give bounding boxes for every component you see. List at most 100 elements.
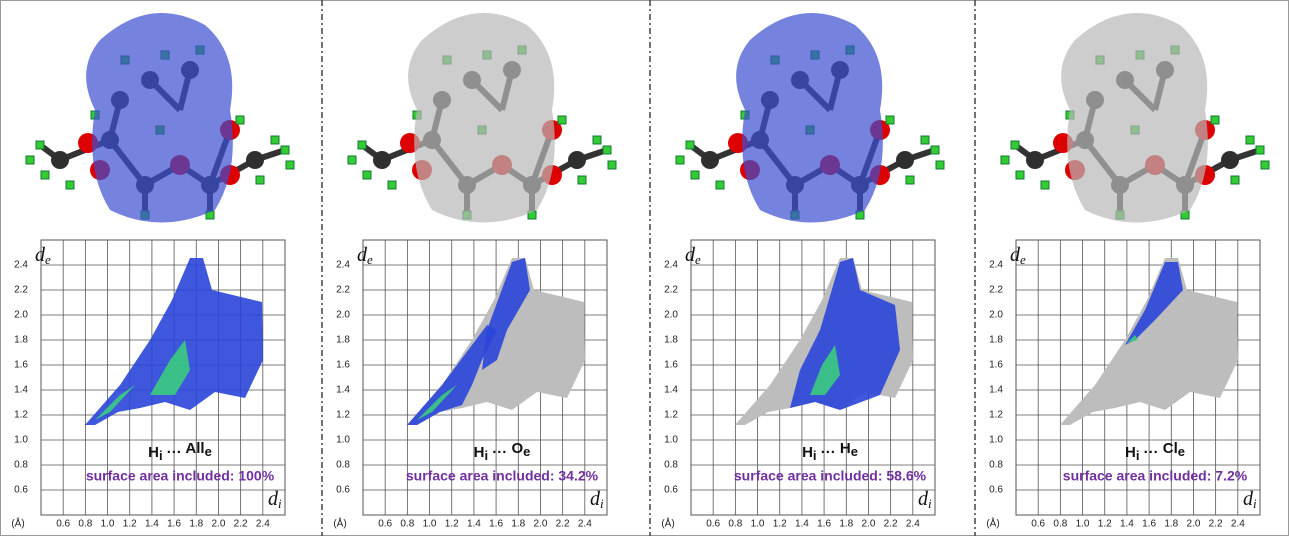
hydrogen-atom bbox=[603, 146, 611, 154]
y-tick-label: 2.2 bbox=[664, 285, 678, 296]
x-tick-label: 2.0 bbox=[1187, 519, 1201, 530]
y-tick-label: 1.8 bbox=[14, 335, 28, 346]
x-tick-label: 1.6 bbox=[489, 519, 503, 530]
contact-label-main: H bbox=[802, 444, 813, 461]
x-tick-label: 2.0 bbox=[862, 519, 876, 530]
contact-label-main: ··· bbox=[1139, 444, 1162, 461]
y-tick-label: 1.0 bbox=[14, 435, 28, 446]
hydrogen-atom bbox=[66, 181, 74, 189]
contact-label-main: ··· bbox=[163, 444, 186, 461]
y-tick-label: 1.6 bbox=[664, 360, 678, 371]
hydrogen-atom bbox=[256, 176, 264, 184]
y-tick-label: 0.8 bbox=[14, 460, 28, 471]
hydrogen-atom bbox=[26, 156, 34, 164]
hydrogen-atom bbox=[691, 171, 699, 179]
y-tick-label: 1.0 bbox=[989, 435, 1003, 446]
x-tick-label: 0.8 bbox=[400, 519, 414, 530]
hydrogen-atom bbox=[931, 146, 939, 154]
y-tick-label: 2.4 bbox=[664, 260, 678, 271]
area-label: surface area included: 100% bbox=[86, 468, 275, 484]
x-tick-label: 1.4 bbox=[795, 519, 809, 530]
hydrogen-atom bbox=[578, 176, 586, 184]
hydrogen-atom bbox=[1041, 181, 1049, 189]
hydrogen-atom bbox=[686, 141, 694, 149]
x-axis-label-sub: i bbox=[1253, 496, 1257, 511]
x-tick-label: 1.0 bbox=[751, 519, 765, 530]
x-tick-label: 2.4 bbox=[1231, 519, 1245, 530]
unit-label: (Å) bbox=[333, 517, 346, 530]
carbon-atom bbox=[51, 151, 69, 169]
hirshfeld-surface bbox=[736, 13, 883, 223]
hydrogen-atom bbox=[363, 171, 371, 179]
x-tick-label: 1.2 bbox=[123, 519, 137, 530]
hydrogen-atom bbox=[388, 181, 396, 189]
y-tick-label: 0.6 bbox=[664, 485, 678, 496]
contact-label-main: ··· bbox=[817, 444, 840, 461]
x-tick-label: 1.8 bbox=[1164, 519, 1178, 530]
x-tick-label: 1.2 bbox=[773, 519, 787, 530]
hydrogen-atom bbox=[676, 156, 684, 164]
hydrogen-atom bbox=[921, 136, 929, 144]
y-tick-label: 0.8 bbox=[336, 460, 350, 471]
x-axis-label-sub: i bbox=[278, 496, 282, 511]
y-axis-label-sub: e bbox=[1020, 252, 1026, 267]
y-tick-label: 1.2 bbox=[336, 410, 350, 421]
x-axis-label-sub: i bbox=[600, 496, 604, 511]
hydrogen-atom bbox=[906, 176, 914, 184]
y-tick-label: 1.2 bbox=[989, 410, 1003, 421]
contact-label-main: H bbox=[840, 440, 851, 457]
x-tick-label: 2.0 bbox=[212, 519, 226, 530]
y-tick-label: 2.4 bbox=[989, 260, 1003, 271]
y-tick-label: 2.2 bbox=[336, 285, 350, 296]
hirshfeld-surface bbox=[408, 13, 555, 223]
x-tick-label: 1.4 bbox=[145, 519, 159, 530]
y-tick-label: 2.4 bbox=[14, 260, 28, 271]
y-axis-label-sub: e bbox=[695, 252, 701, 267]
y-tick-label: 2.0 bbox=[336, 310, 350, 321]
carbon-atom bbox=[373, 151, 391, 169]
y-tick-label: 1.2 bbox=[14, 410, 28, 421]
y-tick-label: 2.2 bbox=[989, 285, 1003, 296]
contact-label-sub: e bbox=[1178, 444, 1185, 459]
y-tick-label: 1.0 bbox=[664, 435, 678, 446]
x-tick-label: 2.4 bbox=[578, 519, 592, 530]
contact-label-sub: e bbox=[523, 444, 530, 459]
y-tick-label: 0.6 bbox=[336, 485, 350, 496]
x-tick-label: 1.8 bbox=[511, 519, 525, 530]
area-label: surface area included: 7.2% bbox=[1063, 468, 1248, 484]
x-tick-label: 2.0 bbox=[534, 519, 548, 530]
y-tick-label: 1.8 bbox=[989, 335, 1003, 346]
x-tick-label: 1.8 bbox=[189, 519, 203, 530]
y-tick-label: 1.2 bbox=[664, 410, 678, 421]
hirshfeld-surface bbox=[1061, 13, 1208, 223]
y-tick-label: 1.6 bbox=[989, 360, 1003, 371]
y-tick-label: 2.2 bbox=[14, 285, 28, 296]
x-tick-label: 2.2 bbox=[556, 519, 570, 530]
hydrogen-atom bbox=[1261, 161, 1269, 169]
y-tick-label: 2.4 bbox=[336, 260, 350, 271]
carbon-atom bbox=[896, 151, 914, 169]
x-tick-label: 2.4 bbox=[906, 519, 920, 530]
hydrogen-atom bbox=[608, 161, 616, 169]
y-tick-label: 1.8 bbox=[664, 335, 678, 346]
x-tick-label: 0.8 bbox=[728, 519, 742, 530]
y-tick-label: 0.8 bbox=[989, 460, 1003, 471]
area-label: surface area included: 58.6% bbox=[734, 468, 927, 484]
x-tick-label: 1.2 bbox=[445, 519, 459, 530]
contact-label-main: Cl bbox=[1163, 440, 1178, 457]
y-tick-label: 0.6 bbox=[14, 485, 28, 496]
hydrogen-atom bbox=[936, 161, 944, 169]
y-tick-label: 1.0 bbox=[336, 435, 350, 446]
carbon-atom bbox=[246, 151, 264, 169]
hydrogen-atom bbox=[593, 136, 601, 144]
hydrogen-atom bbox=[1011, 141, 1019, 149]
x-tick-label: 0.8 bbox=[78, 519, 92, 530]
y-axis-label-sub: e bbox=[45, 252, 51, 267]
x-tick-label: 2.2 bbox=[884, 519, 898, 530]
contact-label-main: O bbox=[511, 440, 523, 457]
unit-label: (Å) bbox=[11, 517, 24, 530]
y-tick-label: 1.6 bbox=[336, 360, 350, 371]
y-tick-label: 1.4 bbox=[664, 385, 678, 396]
x-tick-label: 2.4 bbox=[256, 519, 270, 530]
contact-label-main: H bbox=[148, 444, 159, 461]
